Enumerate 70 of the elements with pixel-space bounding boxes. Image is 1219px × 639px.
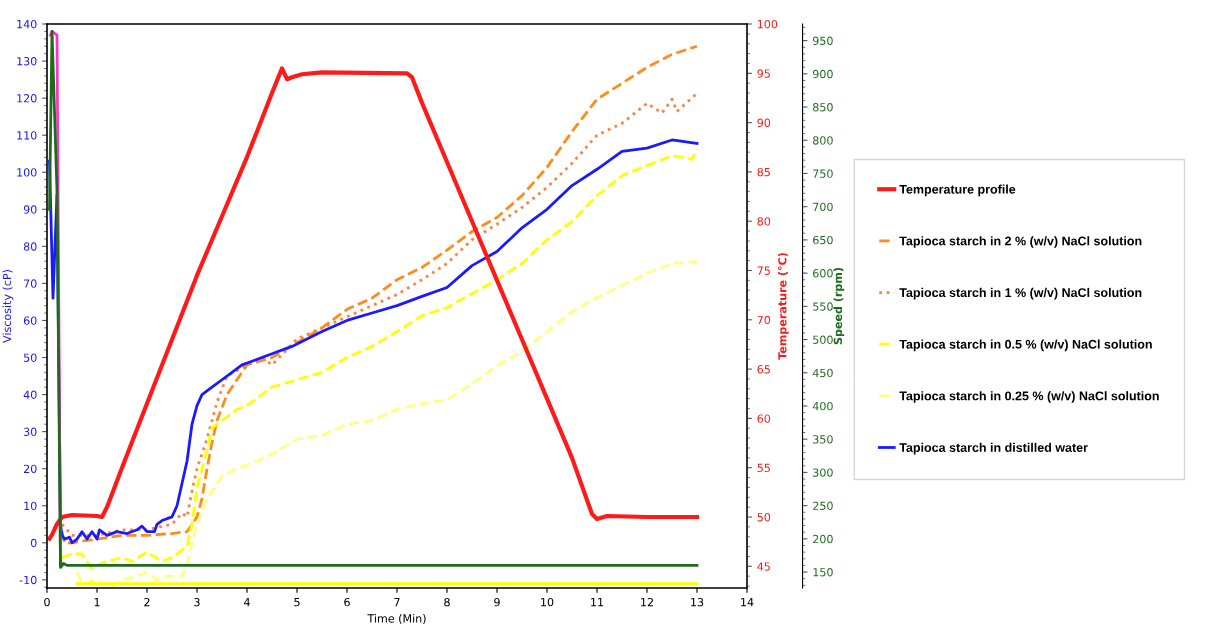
x-tick-label: 5: [294, 598, 300, 607]
y-tick-label: 20: [23, 464, 37, 474]
y3-tick-label: 350: [813, 435, 833, 444]
y2-tick-label: 90: [757, 118, 771, 127]
y2-tick-label: 50: [757, 512, 771, 522]
y-tick-label: 130: [17, 57, 37, 66]
y-tick-label: 80: [23, 242, 37, 251]
legend-label: Tapioca starch in distilled water: [899, 442, 1088, 455]
y-tick-label: 30: [23, 427, 37, 436]
y-axis-title: Viscosity (cP): [2, 269, 14, 343]
y2-tick-label: 55: [757, 463, 770, 473]
y2-tick-label: 100: [757, 19, 778, 29]
y-tick-label: 140: [17, 19, 37, 29]
y2-tick-label: 65: [757, 365, 770, 374]
y3-tick-label: 500: [813, 335, 833, 344]
y-tick-label: -10: [19, 575, 37, 585]
legend-label: Temperature profile: [899, 184, 1016, 197]
legend-label: Tapioca starch in 0.5 % (w/v) NaCl solution: [899, 339, 1152, 352]
x-axis-title: Time (Min): [367, 614, 426, 624]
x-tick-label: 0: [44, 597, 50, 607]
legend-label: Tapioca starch in 2 % (w/v) NaCl solution: [899, 236, 1142, 248]
x-tick-label: 11: [591, 598, 604, 607]
y3-tick-label: 550: [813, 302, 833, 311]
y2-tick-label: 85: [757, 167, 770, 177]
y-tick-label: 70: [24, 279, 37, 288]
y3-tick-label: 850: [813, 103, 833, 112]
y-tick-label: 100: [17, 168, 37, 177]
y2-tick-label: 70: [757, 315, 771, 325]
x-tick-label: 10: [541, 597, 554, 607]
y3-tick-label: 900: [812, 69, 833, 79]
x-tick-label: 8: [444, 597, 450, 607]
y-tick-label: 10: [24, 501, 37, 511]
y-tick-label: 90: [23, 205, 37, 214]
y3-tick-label: 600: [813, 269, 833, 278]
y-tick-label: 110: [17, 131, 37, 140]
y-tick-label: 120: [17, 94, 37, 103]
y3-tick-label: 750: [813, 169, 833, 178]
y3-tick-label: 450: [812, 368, 833, 378]
x-tick-label: 4: [244, 598, 250, 607]
x-tick-label: 9: [494, 597, 500, 607]
x-tick-label: 14: [741, 598, 754, 607]
x-tick-label: 12: [641, 597, 653, 607]
legend-label: Tapioca starch in 0.25 % (w/v) NaCl solution: [899, 391, 1159, 403]
y3-tick-label: 400: [812, 401, 833, 411]
y3-tick-label: 250: [813, 501, 833, 510]
y2-tick-label: 75: [757, 266, 770, 275]
y3-tick-label: 300: [813, 468, 833, 477]
x-tick-label: 13: [691, 597, 704, 607]
y3-tick-label: 700: [813, 202, 833, 212]
y3-tick-label: 200: [813, 534, 833, 544]
y3-axis-title: Speed (rpm): [833, 267, 845, 345]
x-tick-label: 7: [394, 598, 400, 607]
y3-tick-label: 150: [813, 568, 833, 577]
y2-tick-label: 60: [757, 414, 771, 423]
y-tick-label: 50: [24, 353, 37, 362]
legend-label: Tapioca starch in 1 % (w/v) NaCl solution: [899, 287, 1142, 300]
x-tick-label: 6: [344, 597, 350, 607]
y2-tick-label: 45: [757, 562, 770, 571]
y3-tick-label: 800: [813, 136, 833, 145]
y2-tick-label: 80: [757, 217, 771, 226]
y3-tick-label: 650: [813, 235, 833, 245]
x-tick-label: 3: [194, 597, 200, 607]
y2-tick-label: 95: [757, 69, 770, 78]
y3-tick-label: 950: [812, 36, 833, 45]
x-tick-label: 1: [94, 598, 100, 607]
x-tick-label: 2: [144, 597, 150, 607]
y-tick-label: 60: [23, 316, 37, 325]
y-tick-label: 0: [30, 538, 37, 548]
y-tick-label: 40: [23, 390, 37, 399]
y2-axis-title: Temperature (°C): [777, 253, 789, 360]
